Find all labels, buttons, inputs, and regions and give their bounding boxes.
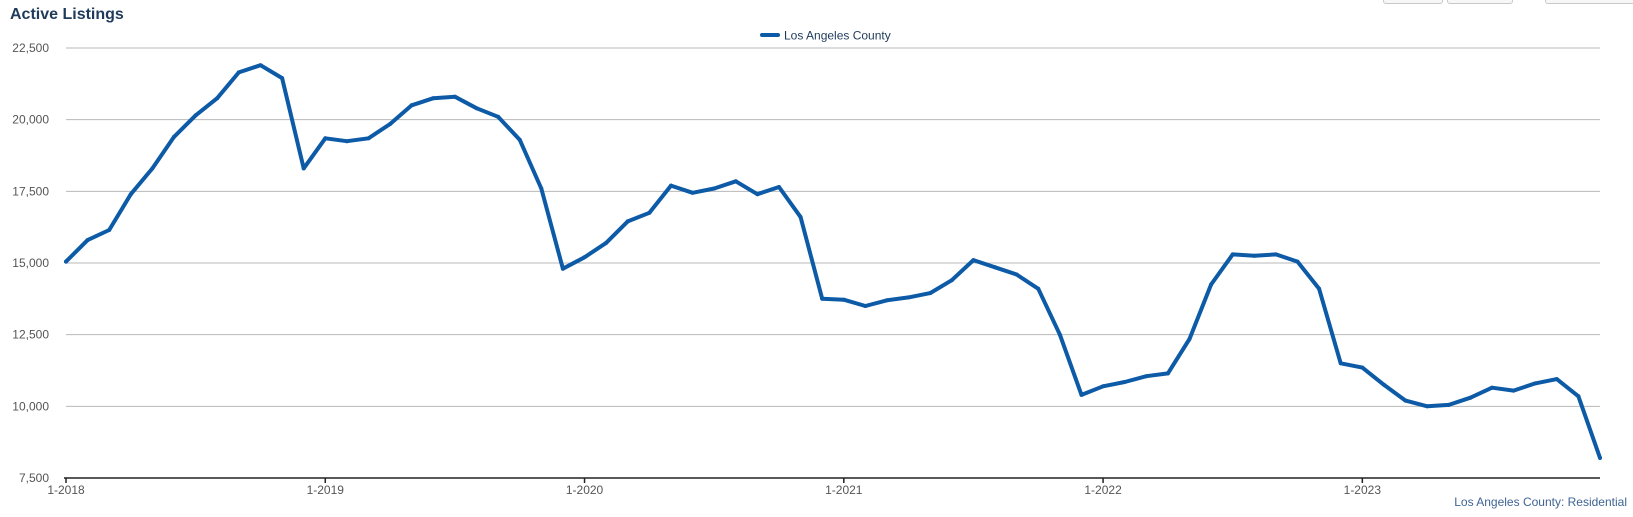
data-point[interactable] [128, 192, 133, 197]
data-point[interactable] [1079, 392, 1084, 397]
chart-toolbar [1353, 0, 1633, 4]
data-point[interactable] [625, 219, 630, 224]
data-point[interactable] [1511, 388, 1516, 393]
data-point[interactable] [172, 134, 176, 139]
data-point[interactable] [517, 137, 522, 142]
data-point[interactable] [193, 113, 198, 118]
data-point[interactable] [85, 238, 90, 243]
data-point[interactable] [928, 291, 933, 296]
y-tick-label: 20,000 [12, 113, 49, 127]
x-tick-label: 1-2020 [566, 483, 604, 497]
data-point[interactable] [344, 139, 349, 144]
data-point[interactable] [366, 136, 371, 141]
data-point[interactable] [1057, 332, 1062, 337]
data-point[interactable] [755, 192, 760, 197]
data-point[interactable] [1468, 395, 1473, 400]
data-point[interactable] [1014, 272, 1019, 277]
data-point[interactable] [1101, 384, 1106, 389]
data-point[interactable] [582, 255, 587, 260]
data-point[interactable] [496, 114, 501, 119]
series-line-los-angeles-county[interactable] [64, 63, 1602, 460]
data-point[interactable] [777, 185, 781, 189]
toolbar-control[interactable] [1447, 0, 1513, 4]
gridlines [66, 47, 1600, 407]
data-point[interactable] [1360, 365, 1365, 370]
data-point[interactable] [280, 76, 285, 81]
data-point[interactable] [64, 259, 68, 264]
data-point[interactable] [798, 215, 803, 220]
data-point[interactable] [301, 166, 306, 171]
data-point[interactable] [1295, 259, 1300, 264]
data-point[interactable] [993, 265, 997, 270]
data-point[interactable] [409, 103, 414, 108]
data-point[interactable] [150, 166, 155, 171]
data-point[interactable] [1338, 361, 1343, 366]
source-note: Los Angeles County: Residential [1454, 495, 1627, 509]
data-point[interactable] [452, 94, 457, 99]
data-point[interactable] [712, 186, 717, 191]
data-point[interactable] [1317, 286, 1322, 291]
data-point[interactable] [1230, 252, 1235, 257]
y-axis-ticks: 7,500 10,000 12,500 15,000 17,500 20,000 22,50… [12, 41, 49, 485]
data-point[interactable] [733, 179, 738, 184]
data-point[interactable] [215, 96, 220, 101]
data-point[interactable] [560, 266, 565, 271]
data-point[interactable] [431, 96, 436, 101]
data-point[interactable] [1533, 381, 1538, 386]
x-tick-label: 1-2018 [47, 483, 85, 497]
data-point[interactable] [971, 258, 976, 263]
data-point[interactable] [863, 304, 868, 308]
y-tick-label: 7,500 [19, 471, 49, 485]
toolbar-control[interactable] [1383, 0, 1443, 4]
data-point[interactable] [1490, 385, 1494, 390]
data-point[interactable] [1403, 398, 1408, 403]
data-point[interactable] [820, 296, 825, 301]
data-point[interactable] [323, 136, 328, 141]
y-tick-label: 10,000 [12, 399, 49, 413]
data-point[interactable] [1425, 404, 1430, 409]
data-point[interactable] [1122, 380, 1127, 384]
data-point[interactable] [107, 228, 112, 232]
legend-label[interactable]: Los Angeles County [784, 29, 891, 43]
data-point[interactable] [1446, 402, 1451, 407]
data-point[interactable] [388, 122, 393, 126]
data-point[interactable] [1187, 337, 1192, 341]
data-point[interactable] [647, 210, 652, 215]
data-point[interactable] [885, 298, 889, 303]
data-point[interactable] [1036, 286, 1041, 291]
data-point[interactable] [841, 297, 846, 302]
data-point[interactable] [1144, 374, 1149, 379]
data-point[interactable] [539, 186, 544, 191]
data-point[interactable] [1252, 253, 1257, 258]
data-point[interactable] [669, 183, 673, 188]
data-point[interactable] [906, 295, 911, 300]
x-tick-label: 1-2023 [1344, 483, 1382, 497]
x-tick-label: 1-2019 [307, 483, 345, 497]
y-tick-label: 12,500 [12, 328, 49, 342]
series-layer [64, 63, 1602, 460]
data-point[interactable] [236, 70, 241, 75]
y-tick-label: 17,500 [12, 184, 49, 198]
y-tick-label: 15,000 [12, 256, 49, 270]
data-point[interactable] [1576, 394, 1581, 399]
data-point[interactable] [1273, 252, 1278, 257]
data-point[interactable] [1165, 371, 1170, 376]
data-point[interactable] [604, 240, 609, 245]
data-point[interactable] [690, 190, 695, 195]
toolbar-control[interactable] [1545, 0, 1633, 4]
legend: Los Angeles County [760, 29, 891, 43]
x-axis: 1-2018 1-2019 1-2020 1-2021 1-2022 1-2023 [47, 477, 1600, 497]
data-point[interactable] [474, 106, 479, 111]
x-tick-label: 1-2022 [1084, 483, 1122, 497]
y-tick-label: 22,500 [12, 41, 49, 55]
data-point[interactable] [1381, 382, 1386, 387]
x-tick-label: 1-2021 [825, 483, 863, 497]
data-point[interactable] [258, 63, 263, 68]
chart-title: Active Listings [10, 6, 124, 23]
data-point[interactable] [1598, 455, 1602, 460]
data-point[interactable] [1209, 282, 1214, 287]
data-point[interactable] [1554, 377, 1559, 382]
data-point[interactable] [949, 278, 954, 283]
